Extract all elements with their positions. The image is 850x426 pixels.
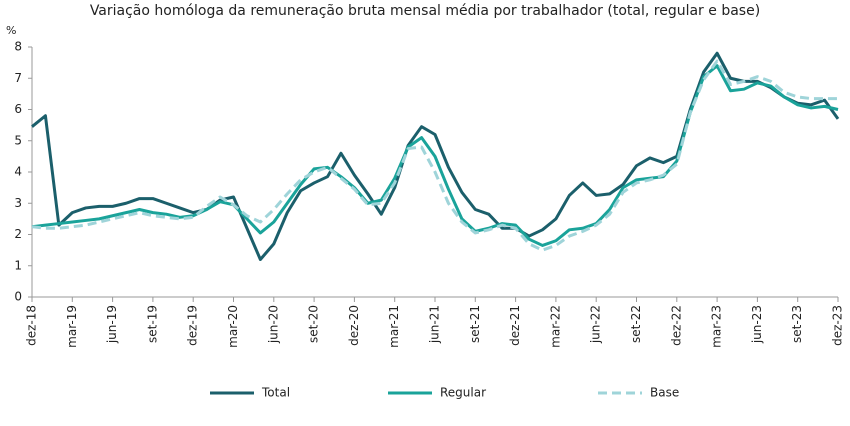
series-line — [31, 64, 839, 247]
x-tick-label: dez-21 — [508, 305, 522, 346]
chart-title: Variação homóloga da remuneração bruta m… — [90, 3, 760, 19]
y-tick-label: 6 — [14, 102, 22, 116]
x-tick-label: mar-20 — [226, 305, 240, 348]
y-unit: % — [6, 24, 16, 37]
x-tick-label: mar-21 — [387, 305, 401, 348]
legend-label: Regular — [440, 386, 486, 400]
x-tick-label: mar-22 — [548, 305, 562, 348]
x-tick-label: dez-22 — [669, 305, 683, 346]
x-tick-label: jun-20 — [266, 305, 280, 344]
x-tick-label: dez-20 — [347, 305, 361, 346]
x-tick-label: mar-23 — [710, 305, 724, 348]
x-tick-label: dez-18 — [25, 305, 39, 346]
legend-label: Total — [261, 386, 290, 400]
y-tick-label: 2 — [14, 227, 22, 241]
x-tick-label: set-21 — [468, 305, 482, 343]
x-tick-label: mar-19 — [65, 305, 79, 348]
y-tick-label: 0 — [14, 290, 22, 304]
y-tick-label: 5 — [14, 133, 22, 147]
x-tick-label: jun-22 — [589, 305, 603, 344]
series-line — [31, 51, 840, 261]
legend-label: Base — [650, 386, 679, 400]
y-tick-label: 4 — [14, 165, 22, 179]
x-tick-label: set-19 — [145, 305, 159, 343]
y-tick-label: 7 — [14, 71, 22, 85]
x-tick-label: set-23 — [790, 305, 804, 343]
x-tick-label: jun-21 — [428, 305, 442, 344]
y-tick-label: 1 — [14, 258, 22, 272]
x-tick-label: set-20 — [307, 305, 321, 343]
x-tick-label: jun-23 — [750, 305, 764, 344]
series-line — [31, 59, 838, 252]
x-tick-label: jun-19 — [105, 305, 119, 344]
y-tick-label: 3 — [14, 196, 22, 210]
x-tick-label: dez-23 — [831, 305, 845, 346]
y-tick-label: 8 — [14, 40, 22, 54]
x-tick-label: set-22 — [629, 305, 643, 343]
x-tick-label: dez-19 — [186, 305, 200, 346]
